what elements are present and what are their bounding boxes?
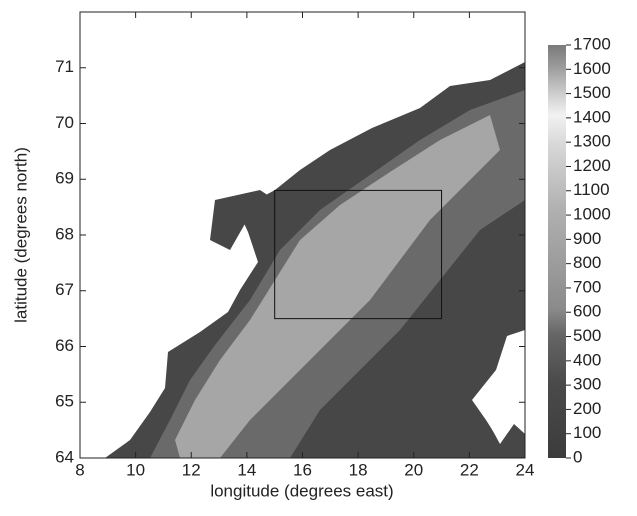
y-axis-label: latitude (degrees north): [11, 147, 30, 323]
colorbar-tick-label: 1000: [573, 205, 611, 224]
colorbar-tick-label: 1100: [573, 180, 610, 199]
x-tick-label: 10: [126, 460, 145, 479]
colorbar-tick-label: 1200: [573, 156, 611, 175]
x-tick-label: 18: [349, 460, 368, 479]
colorbar-tick-label: 1400: [573, 107, 611, 126]
y-tick-label: 71: [55, 57, 74, 76]
colorbar-tick-label: 1700: [573, 34, 611, 53]
colorbar-tick-label: 1500: [573, 83, 611, 102]
colorbar-tick-label: 1300: [573, 132, 611, 151]
x-tick-label: 14: [237, 460, 256, 479]
y-tick-label: 67: [55, 280, 74, 299]
y-tick-label: 70: [55, 113, 74, 132]
sea-bay: [475, 335, 525, 444]
colorbar-tick-label: 900: [573, 229, 601, 248]
x-tick-label: 24: [516, 460, 535, 479]
y-tick-label: 69: [55, 169, 74, 188]
x-tick-label: 8: [75, 460, 84, 479]
x-tick-label: 12: [182, 460, 201, 479]
colorbar-tick-label: 400: [573, 350, 601, 369]
x-tick-label: 16: [293, 460, 312, 479]
colorbar-tick-label: 700: [573, 277, 601, 296]
y-tick-label: 68: [55, 224, 74, 243]
y-tick-label: 65: [55, 392, 74, 411]
study-box: [274, 189, 443, 320]
colorbar-tick-label: 800: [573, 253, 601, 272]
colorbar-tick-label: 100: [573, 423, 601, 442]
land-high: [175, 115, 500, 458]
colorbar: [548, 45, 566, 458]
y-tick-label: 64: [55, 447, 74, 466]
colorbar-tick-label: 200: [573, 399, 601, 418]
x-tick-label: 22: [460, 460, 479, 479]
x-tick-label: 20: [404, 460, 423, 479]
colorbar-tick-label: 0: [573, 447, 582, 466]
y-tick-label: 66: [55, 336, 74, 355]
colorbar-tick-label: 1600: [573, 59, 611, 78]
colorbar-tick-label: 600: [573, 302, 601, 321]
terrain: [105, 62, 525, 458]
colorbar-tick-label: 300: [573, 375, 601, 394]
islands: [210, 190, 275, 250]
colorbar-tick-label: 500: [573, 326, 601, 345]
x-axis-label: longitude (degrees east): [210, 481, 393, 500]
